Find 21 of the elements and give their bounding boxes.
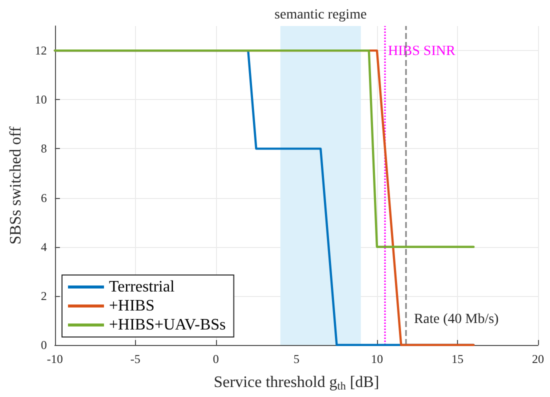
legend-label: Terrestrial bbox=[109, 278, 176, 296]
y-axis-title: SBSs switched off bbox=[8, 126, 24, 244]
legend-label: +HIBS+UAV-BSs bbox=[109, 316, 226, 334]
y-tick-label: 12 bbox=[34, 44, 47, 58]
x-tick-label: 0 bbox=[212, 352, 219, 366]
y-tick-label: 2 bbox=[40, 288, 47, 303]
x-tick-label: -10 bbox=[46, 352, 63, 366]
legend-label: +HIBS bbox=[109, 298, 154, 314]
x-tick-label: 20 bbox=[532, 352, 544, 366]
x-tick-label: 10 bbox=[370, 352, 383, 366]
ref-line-label: Rate (40 Mb/s) bbox=[414, 312, 500, 327]
y-tick-label: 8 bbox=[40, 142, 47, 156]
y-tick-label: 0 bbox=[40, 338, 47, 352]
ref-line-label: HIBS SINR bbox=[388, 44, 456, 60]
x-tick-label: 15 bbox=[451, 352, 464, 366]
x-tick-label: -5 bbox=[130, 352, 140, 366]
band-label: semantic regime bbox=[274, 8, 367, 22]
y-tick-label: 4 bbox=[40, 240, 47, 254]
x-tick-label: 5 bbox=[293, 352, 300, 366]
y-tick-label: 6 bbox=[40, 190, 47, 205]
y-tick-label: 10 bbox=[34, 92, 47, 107]
